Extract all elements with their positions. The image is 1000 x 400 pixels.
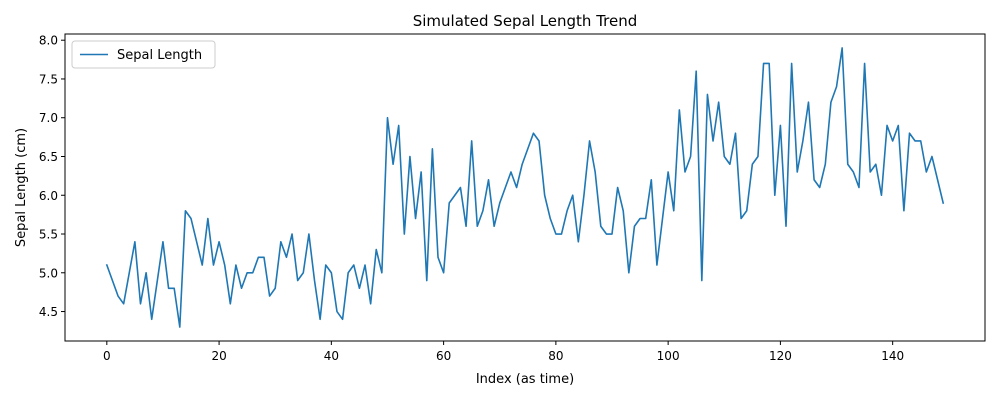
x-axis-label: Index (as time) — [476, 372, 574, 387]
x-tick-label: 80 — [548, 349, 563, 363]
legend-label: Sepal Length — [117, 48, 202, 63]
y-axis: 4.5 5.0 5.5 6.0 6.5 7.0 7.5 8.0 — [39, 34, 65, 319]
y-tick-label: 5.0 — [39, 266, 58, 280]
series-line-sepal-length — [105, 47, 945, 328]
y-tick-label: 8.0 — [39, 34, 58, 48]
x-tick-label: 0 — [103, 349, 111, 363]
plot-area — [65, 34, 985, 341]
y-tick-label: 7.0 — [39, 111, 58, 125]
x-tick-label: 100 — [657, 349, 680, 363]
x-axis: 0 20 40 60 80 100 120 140 — [103, 341, 904, 363]
plot-frame — [64, 33, 986, 342]
y-tick-label: 6.5 — [39, 150, 58, 164]
legend: Sepal Length — [71, 40, 216, 69]
x-tick-label: 40 — [324, 349, 339, 363]
y-tick-label: 5.5 — [39, 228, 58, 242]
x-tick-label: 120 — [769, 349, 792, 363]
y-tick-label: 4.5 — [39, 305, 58, 319]
x-tick-label: 20 — [211, 349, 226, 363]
chart-title: Simulated Sepal Length Trend — [413, 12, 638, 30]
y-axis-label: Sepal Length (cm) — [14, 128, 29, 247]
x-tick-label: 140 — [881, 349, 904, 363]
y-tick-label: 7.5 — [39, 72, 58, 86]
x-tick-label: 60 — [436, 349, 451, 363]
legend-box — [71, 40, 216, 69]
y-tick-label: 6.0 — [39, 189, 58, 203]
